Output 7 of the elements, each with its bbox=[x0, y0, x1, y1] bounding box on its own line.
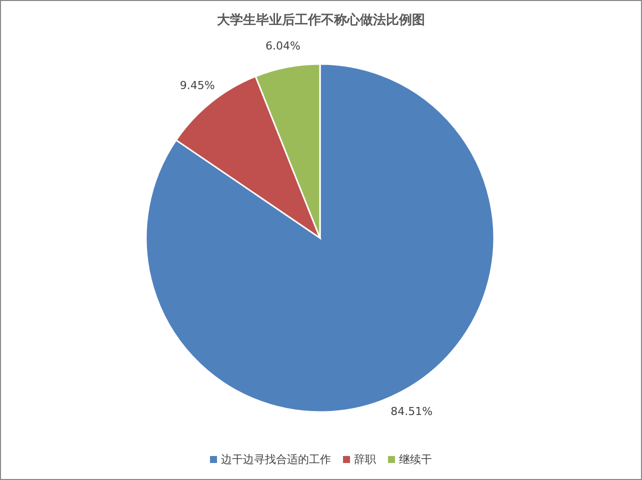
data-label: 84.51% bbox=[390, 405, 433, 418]
legend-label: 边干边寻找合适的工作 bbox=[221, 453, 331, 466]
legend-label: 辞职 bbox=[354, 453, 376, 466]
data-label: 6.04% bbox=[266, 40, 301, 53]
legend-label: 继续干 bbox=[399, 453, 432, 466]
data-label: 9.45% bbox=[180, 79, 215, 92]
chart-title: 大学生毕业后工作不称心做法比例图 bbox=[217, 12, 425, 28]
